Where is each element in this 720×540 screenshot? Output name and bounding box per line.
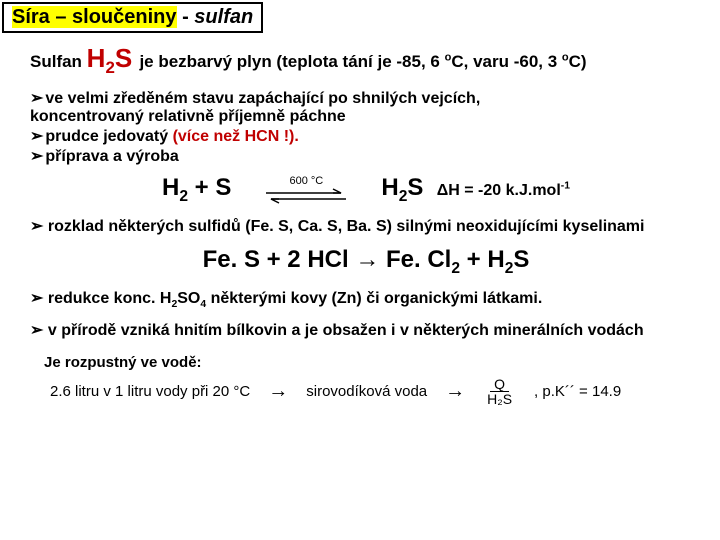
equation-1: H2 + S 600 °C H2S ΔH = -20 k.J.mol-1 (30, 174, 702, 206)
bottom-equation: 2.6 litru v 1 litru vody při 20 °C → sir… (50, 377, 702, 406)
intro-line: Sulfan H2S je bezbarvý plyn (teplota tán… (30, 43, 702, 78)
bullet-list: ➢ve velmi zředěném stavu zapáchající po … (30, 88, 702, 166)
eq1-arrow: 600 °C (261, 175, 351, 205)
eq1-lhs: H2 + S (162, 174, 231, 206)
equilibrium-arrow-icon (261, 187, 351, 205)
bullet-arrow-icon: ➢ (30, 218, 43, 235)
bullet-arrow-icon: ➢ (30, 290, 43, 307)
bullet-arrow-icon: ➢ (30, 128, 43, 145)
bullet-1: ➢ve velmi zředěném stavu zapáchající po … (30, 88, 702, 126)
arrow-icon: → (268, 380, 288, 403)
title-part2: - (177, 6, 195, 28)
intro-pre: Sulfan (30, 52, 87, 71)
bottom-t3: , p.K´´ = 14.9 (534, 383, 621, 400)
para-reduction: ➢ redukce konc. H2SO4 některými kovy (Zn… (30, 288, 702, 310)
bullet-2: ➢prudce jedovatý (více než HCN !). (30, 126, 702, 146)
title-box: Síra – sloučeniny - sulfan (2, 2, 263, 33)
bottom-t1: 2.6 litru v 1 litru vody při 20 °C (50, 383, 250, 400)
equation-2: Fe. S + 2 HCl → Fe. Cl2 + H2S (30, 246, 702, 278)
h2s-formula: H2S (87, 43, 140, 73)
title-part1: Síra – sloučeniny (12, 6, 177, 28)
content-area: Sulfan H2S je bezbarvý plyn (teplota tán… (0, 33, 720, 406)
intro-post: je bezbarvý plyn (teplota tání je -85, 6 (139, 52, 444, 71)
bottom-t2: sirovodíková voda (306, 383, 427, 400)
bullet-3: ➢příprava a výroba (30, 146, 702, 166)
para-nature: ➢ v přírodě vzniká hnitím bílkovin a je … (30, 320, 702, 340)
fraction: Q H₂S (483, 377, 516, 406)
solubility-heading: Je rozpustný ve vodě: (44, 354, 702, 371)
bullet-arrow-icon: ➢ (30, 148, 43, 165)
bullet-arrow-icon: ➢ (30, 90, 43, 107)
arrow-icon: → (445, 380, 465, 403)
title-part3: sulfan (194, 6, 253, 28)
para-sulfides: ➢ rozklad některých sulfidů (Fe. S, Ca. … (30, 216, 702, 236)
eq1-rhs: H2S ΔH = -20 k.J.mol-1 (381, 174, 570, 206)
bullet-arrow-icon: ➢ (30, 322, 43, 339)
eq1-dh: ΔH = -20 k.J.mol-1 (437, 182, 570, 199)
